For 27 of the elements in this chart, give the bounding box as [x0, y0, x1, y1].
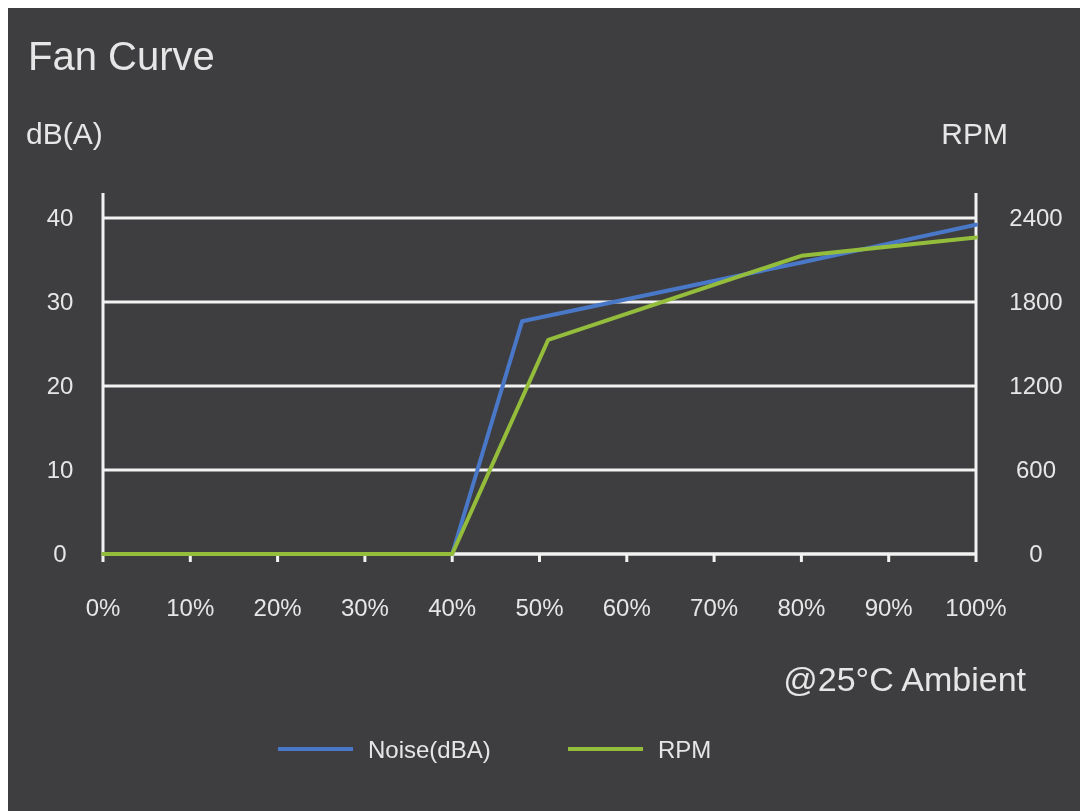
- x-tick-label: 90%: [864, 594, 913, 621]
- x-tick-label: 50%: [515, 594, 564, 621]
- y-tick-label: 40: [46, 204, 74, 231]
- legend-label: RPM: [658, 736, 712, 763]
- x-tick-label: 100%: [945, 594, 1007, 621]
- x-tick-label: 30%: [340, 594, 389, 621]
- x-tick-label: 0%: [85, 594, 121, 621]
- y-tick-label: 0: [53, 540, 67, 567]
- chart-title: Fan Curve: [28, 34, 215, 78]
- text: @25°C Ambient: [783, 660, 1027, 698]
- y2-axis-title: RPM: [941, 117, 1008, 150]
- x-tick-label: 70%: [690, 594, 739, 621]
- x-tick-label: 60%: [602, 594, 651, 621]
- y2-tick-label: 0: [1029, 540, 1043, 567]
- y2-tick-label: 1200: [1009, 372, 1063, 399]
- y-axis-title: dB(A): [26, 117, 103, 150]
- y-tick-label: 20: [46, 372, 74, 399]
- y2-tick-label: 2400: [1009, 204, 1063, 231]
- y2-tick-label: 600: [1015, 456, 1057, 483]
- legend-label: Noise(dBA): [368, 736, 491, 763]
- x-tick-label: 10%: [166, 594, 215, 621]
- y-tick-label: 10: [46, 456, 74, 483]
- y2-tick-label: 1800: [1009, 288, 1063, 315]
- x-tick-label: 20%: [253, 594, 302, 621]
- y-tick-label: 30: [46, 288, 74, 315]
- x-tick-label: 80%: [777, 594, 826, 621]
- x-tick-label: 40%: [428, 594, 477, 621]
